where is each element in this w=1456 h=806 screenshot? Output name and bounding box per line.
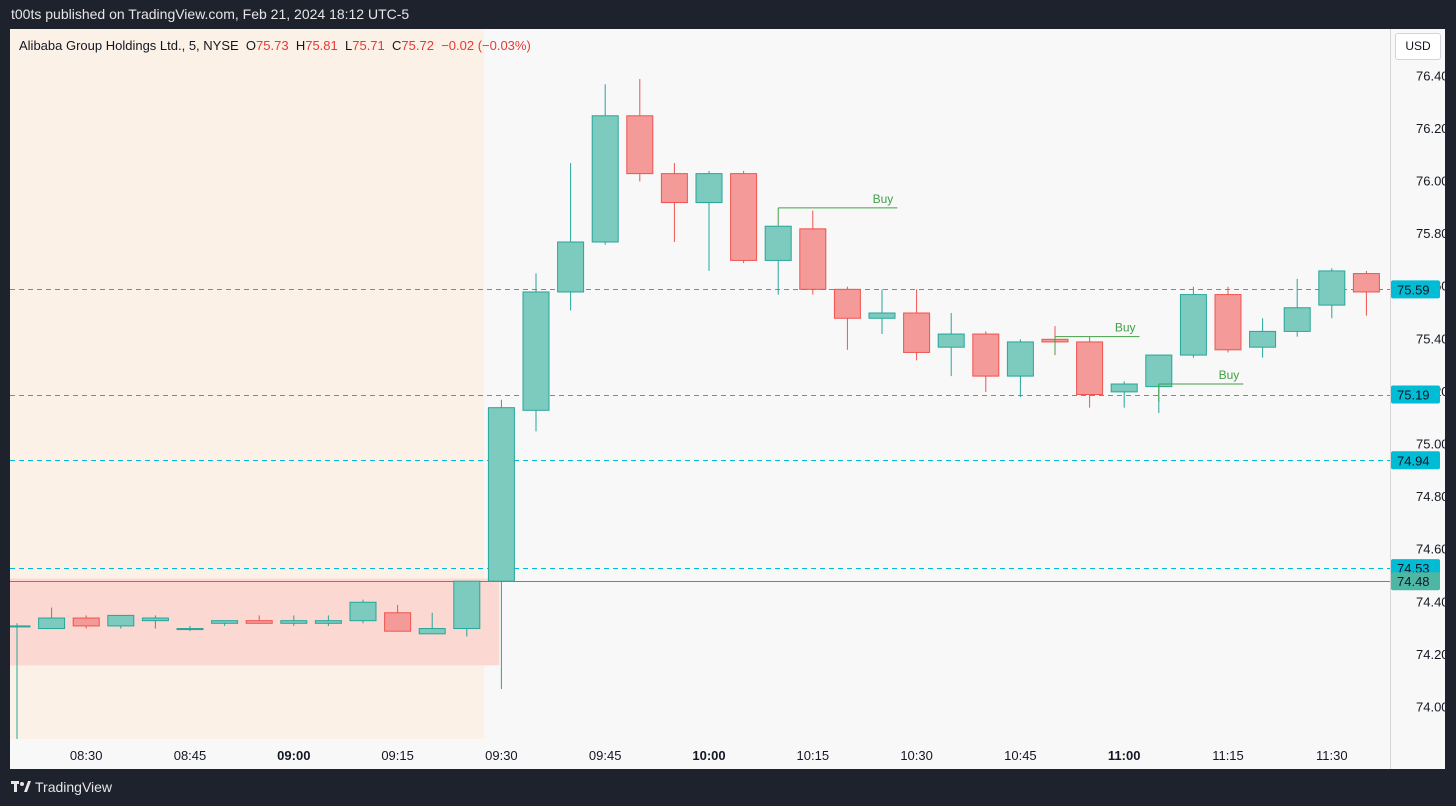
candle-body <box>591 115 619 243</box>
candle-body <box>1283 307 1311 332</box>
candle-body <box>1249 330 1277 348</box>
candle-body <box>764 225 792 261</box>
price-tick-label: 74.80 <box>1416 489 1445 504</box>
legend-low-label: L <box>345 38 353 53</box>
legend-open: 75.73 <box>256 38 289 53</box>
candle-body <box>245 620 273 624</box>
legend-open-label: O <box>245 38 257 53</box>
chart-area[interactable]: Buy Buy Buy 74.00 74.20 74.40 74.60 74.80 75.00… <box>10 29 1445 769</box>
published-header: t00ts published on TradingView.com, Feb … <box>11 6 410 22</box>
price-tick-label: 76.40 <box>1416 68 1445 83</box>
candle-body <box>799 228 827 290</box>
price-level-label: 75.19 <box>1397 388 1430 403</box>
candle-body <box>1006 341 1034 377</box>
price-tick-label: 75.80 <box>1416 226 1445 241</box>
candle-body <box>280 620 308 624</box>
candle-body <box>868 312 896 319</box>
chart-legend: Alibaba Group Holdings Ltd., 5, NYSE O75… <box>19 38 531 53</box>
candle-body <box>72 617 100 627</box>
candle-body <box>903 312 931 353</box>
candle-body <box>695 173 723 204</box>
candle-body <box>1352 273 1380 293</box>
candle-body <box>1145 354 1173 388</box>
footer-brand: TradingView <box>35 779 113 795</box>
buy-signals-layer: Buy Buy Buy <box>777 192 1244 402</box>
buy-signal-label: Buy <box>1115 321 1136 335</box>
time-axis-bg <box>10 739 1390 769</box>
time-tick-label: 10:45 <box>1004 748 1037 763</box>
candle-body <box>384 612 412 632</box>
time-tick-label: 09:45 <box>589 748 622 763</box>
candle-body <box>176 628 204 631</box>
candle-body <box>10 625 31 628</box>
price-level-badge <box>1391 451 1440 470</box>
price-level-label: 75.59 <box>1397 282 1430 297</box>
price-tick-label: 75.00 <box>1416 436 1445 451</box>
candle-body <box>211 620 239 624</box>
time-tick-label: 10:15 <box>797 748 830 763</box>
candle-body <box>937 333 965 348</box>
candle-body <box>314 620 342 624</box>
time-tick-label: 08:45 <box>174 748 207 763</box>
price-levels-layer <box>10 289 1390 582</box>
candle-body <box>522 291 550 411</box>
time-tick-label: 09:15 <box>381 748 414 763</box>
price-tick-label: 75.40 <box>1416 331 1445 346</box>
candle-body <box>487 407 515 582</box>
price-tick-label: 76.00 <box>1416 174 1445 189</box>
candle-body <box>1076 341 1104 396</box>
legend-low: 75.71 <box>352 38 385 53</box>
candle-body <box>1214 294 1242 351</box>
candle-body <box>141 617 169 622</box>
price-level-badge <box>1391 572 1440 591</box>
time-tick-label: 11:15 <box>1212 748 1244 763</box>
candle-body <box>833 288 861 319</box>
candle-body <box>972 333 1000 377</box>
candle-body <box>38 617 66 630</box>
candle-body <box>349 601 377 622</box>
candle-body <box>1179 294 1207 356</box>
legend-close: 75.72 <box>401 38 434 53</box>
tradingview-logo-icon <box>11 781 31 792</box>
price-tick-label: 76.20 <box>1416 121 1445 136</box>
candle-body <box>660 173 688 204</box>
price-level-label: 74.94 <box>1397 453 1430 468</box>
legend-high-label: H <box>295 38 306 53</box>
legend-close-label: C <box>392 38 402 53</box>
legend-symbol: Alibaba Group Holdings Ltd., 5, NYSE <box>19 38 239 53</box>
axis-layer: 74.0074.2074.4074.6074.8075.0075.2075.40… <box>10 29 1445 769</box>
price-tick-label: 74.60 <box>1416 542 1445 557</box>
time-tick-label: 09:30 <box>485 748 518 763</box>
time-tick-label: 11:00 <box>1108 748 1141 763</box>
price-level-label: 74.48 <box>1397 574 1430 589</box>
buy-signal-label: Buy <box>1219 368 1240 382</box>
price-tick-label: 74.40 <box>1416 594 1445 609</box>
time-tick-label: 11:30 <box>1316 748 1348 763</box>
time-tick-label: 10:30 <box>900 748 933 763</box>
candle-body <box>626 115 654 175</box>
footer: TradingView <box>0 769 1456 806</box>
legend-change: −0.02 (−0.03%) <box>441 38 531 53</box>
currency-button[interactable]: USD <box>1395 33 1441 60</box>
candle-body <box>1110 383 1138 393</box>
buy-signal-label: Buy <box>873 192 894 206</box>
time-tick-label: 10:00 <box>692 748 725 763</box>
time-tick-label: 08:30 <box>70 748 103 763</box>
price-level-badge <box>1391 280 1440 299</box>
price-level-badge <box>1391 385 1440 404</box>
time-tick-label: 09:00 <box>277 748 310 763</box>
candle-body <box>730 173 758 261</box>
candles-layer <box>10 78 1380 739</box>
candlestick-chart[interactable]: Buy Buy Buy 74.00 74.20 74.40 74.60 74.80 75.00… <box>10 29 1445 769</box>
price-tick-label: 74.20 <box>1416 647 1445 662</box>
candle-body <box>1318 270 1346 306</box>
price-tick-label: 74.00 <box>1416 699 1445 714</box>
candle-body <box>418 628 446 635</box>
candle-body <box>107 614 135 627</box>
legend-high: 75.81 <box>305 38 338 53</box>
candle-body <box>557 241 585 293</box>
candle-body <box>453 580 481 630</box>
